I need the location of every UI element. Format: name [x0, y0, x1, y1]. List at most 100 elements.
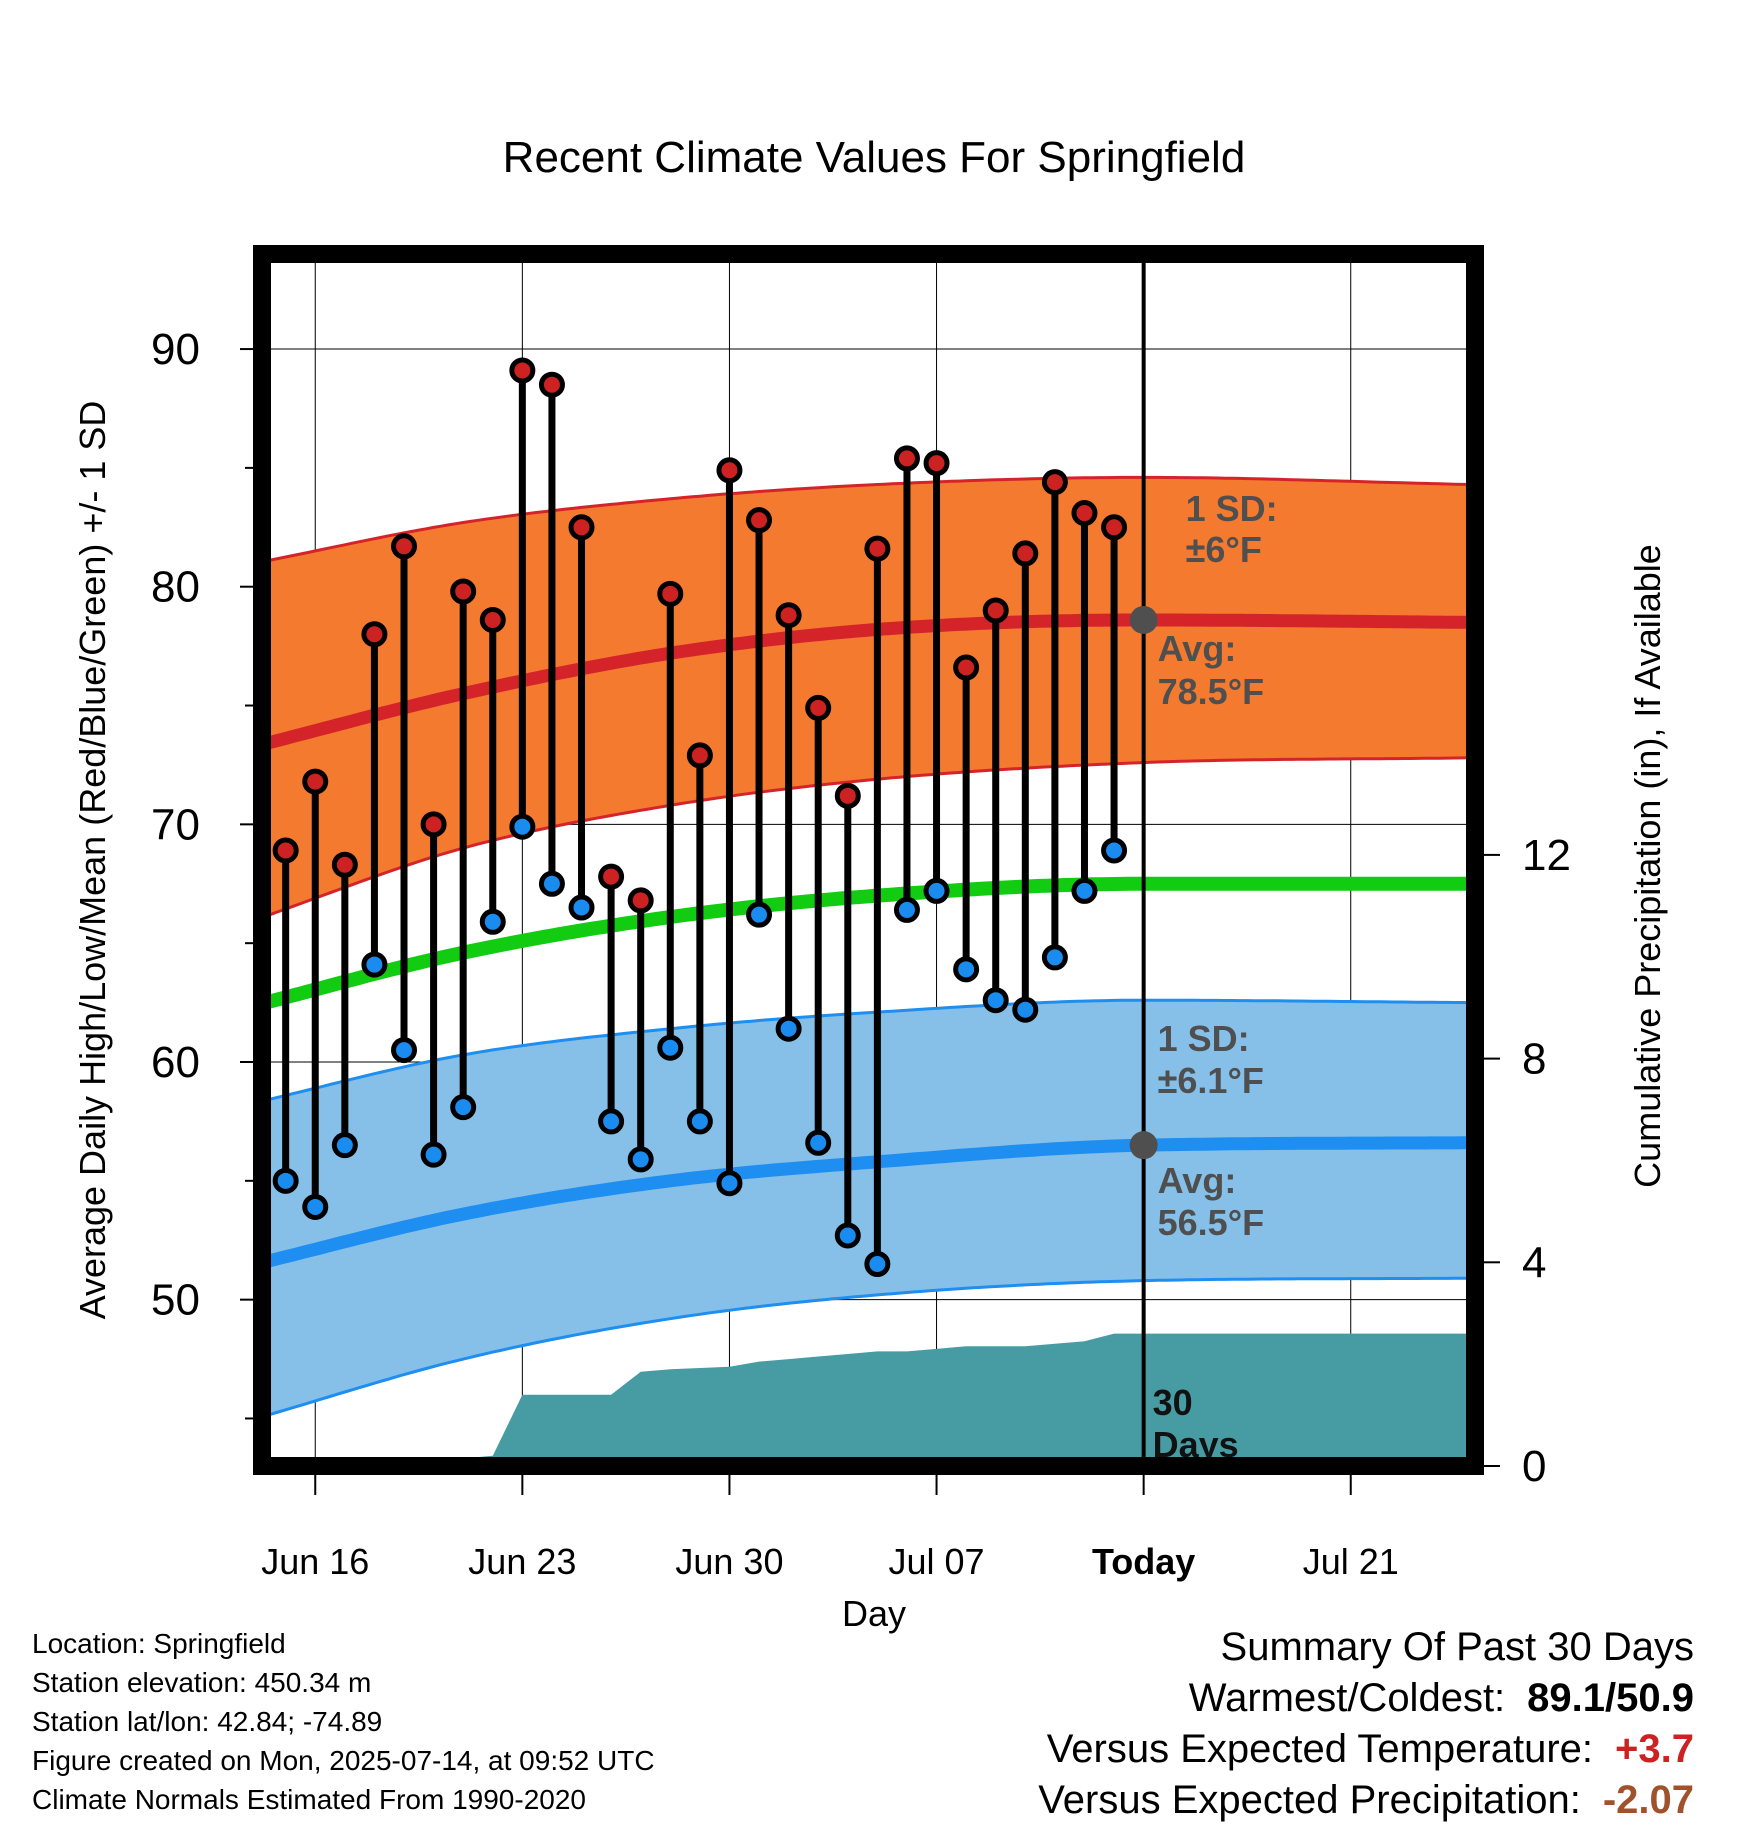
daily-high-point — [568, 514, 595, 541]
plot-frame — [253, 245, 1484, 1475]
created-text: Figure created on Mon, 2025-07-14, at 09… — [32, 1745, 655, 1776]
summary-temp: Versus Expected Temperature: +3.7 — [1038, 1724, 1694, 1775]
low-avg-label: Avg: — [1158, 1160, 1237, 1201]
daily-low-point — [272, 1167, 299, 1194]
x-tick-label: Jun 30 — [675, 1541, 783, 1582]
daily-high-point — [746, 507, 773, 534]
daily-high-point — [834, 782, 861, 809]
daily-low-point — [538, 870, 565, 897]
daily-low-point — [450, 1094, 477, 1121]
daily-low-point — [331, 1132, 358, 1159]
daily-high-point — [1012, 540, 1039, 567]
high-sd-upper-edge — [262, 475, 1470, 564]
daily-high-point — [538, 371, 565, 398]
daily-low-point — [1041, 944, 1068, 971]
daily-high-point — [953, 654, 980, 681]
daily-low-point — [686, 1108, 713, 1135]
daily-low-point — [509, 813, 536, 840]
daily-low-point — [420, 1141, 447, 1168]
daily-high-point — [1071, 500, 1098, 527]
elevation-text: Station elevation: 450.34 m — [32, 1667, 372, 1698]
daily-low-point — [746, 901, 773, 928]
low-sd-band — [262, 1000, 1470, 1417]
daily-low-point — [982, 987, 1009, 1014]
daily-high-point — [598, 863, 625, 890]
daily-high-point — [509, 357, 536, 384]
high-sd-band — [262, 477, 1470, 918]
daily-low-point — [864, 1251, 891, 1277]
low-sd-label: 1 SD: — [1158, 1018, 1250, 1059]
normals-text: Climate Normals Estimated From 1990-2020 — [32, 1784, 586, 1815]
daily-low-point — [716, 1170, 743, 1197]
y2-axis-label: Cumulative Precipitation (in), If Availa… — [1627, 544, 1668, 1188]
x-tick-label: Jun 23 — [468, 1541, 576, 1582]
mean-avg-line — [262, 876, 1470, 1011]
y-tick-label: 60 — [151, 1038, 200, 1087]
daily-low-point — [657, 1034, 684, 1061]
daily-high-point — [450, 578, 477, 605]
daily-low-point — [302, 1193, 329, 1220]
high-avg-value: 78.5°F — [1158, 671, 1264, 712]
daily-low-point — [479, 908, 506, 935]
daily-low-point — [1012, 996, 1039, 1023]
y2-tick-label: 0 — [1522, 1442, 1546, 1491]
y-axis-label: Average Daily High/Low/Mean (Red/Blue/Gr… — [72, 401, 113, 1320]
daily-low-point — [953, 956, 980, 983]
x-axis-label: Day — [842, 1593, 906, 1634]
y-tick-label: 80 — [151, 563, 200, 612]
axes: 50 60 70 80 90 0 4 8 12 Jun 16 Jun 23 Jun 30 Jul 07 T… — [151, 325, 1571, 1582]
daily-high-point — [982, 597, 1009, 624]
daily-low-point — [598, 1108, 625, 1135]
x-tick-label: Jul 07 — [889, 1541, 985, 1582]
daily-high-point — [864, 535, 891, 562]
low-sd-lower-edge — [262, 1276, 1470, 1419]
daily-high-point — [420, 811, 447, 838]
y2-tick-label: 4 — [1522, 1238, 1546, 1287]
daily-high-point — [686, 742, 713, 769]
daily-high-point — [716, 457, 743, 484]
station-metadata: Location: Springfield Station elevation:… — [32, 1624, 655, 1819]
daily-high-point — [272, 837, 299, 864]
x-tick-label: Jun 16 — [261, 1541, 369, 1582]
daily-low-point — [923, 877, 950, 904]
summary-title: Summary Of Past 30 Days — [1220, 1625, 1694, 1669]
y-tick-label: 50 — [151, 1276, 200, 1325]
y2-tick-label: 8 — [1522, 1035, 1546, 1084]
precip-departure-label: Versus Expected Precipitation: — [1038, 1778, 1581, 1822]
period-value: 30 — [1153, 1382, 1193, 1423]
daily-high-point — [331, 851, 358, 878]
low-avg-line — [262, 1136, 1470, 1270]
temp-departure-value: +3.7 — [1615, 1727, 1694, 1771]
daily-low-point — [391, 1037, 418, 1064]
daily-low-point — [893, 896, 920, 923]
low-sd-upper-edge — [262, 998, 1470, 1103]
daily-high-point — [1041, 469, 1068, 496]
daily-low-point — [568, 894, 595, 921]
high-avg-line — [262, 613, 1470, 752]
summary-warm-cold: Warmest/Coldest: 89.1/50.9 — [1038, 1673, 1694, 1724]
precip-area — [262, 1333, 1470, 1466]
latlon-text: Station lat/lon: 42.84; -74.89 — [32, 1706, 383, 1737]
high-avg-label: Avg: — [1158, 628, 1237, 669]
chart-title: Recent Climate Values For Springfield — [503, 133, 1246, 182]
y-tick-label: 90 — [151, 325, 200, 374]
daily-low-point — [1071, 877, 1098, 904]
daily-high-point — [657, 580, 684, 607]
warm-cold-label: Warmest/Coldest: — [1188, 1676, 1506, 1720]
daily-high-point — [775, 602, 802, 629]
daily-high-point — [923, 450, 950, 477]
temp-departure-label: Versus Expected Temperature: — [1046, 1727, 1594, 1771]
daily-high-point — [805, 694, 832, 721]
x-tick-label: Jul 21 — [1303, 1541, 1399, 1582]
daily-high-point — [391, 533, 418, 560]
warm-cold-value: 89.1/50.9 — [1527, 1676, 1694, 1720]
daily-low-point — [805, 1129, 832, 1156]
today-low-avg-marker — [1129, 1131, 1158, 1160]
summary-panel: Summary Of Past 30 Days Warmest/Coldest:… — [1038, 1622, 1694, 1826]
low-sd-value: ±6.1°F — [1158, 1060, 1264, 1101]
plot-border — [253, 245, 1484, 1475]
daily-low-point — [361, 951, 388, 978]
high-sd-lower-edge — [262, 756, 1470, 919]
